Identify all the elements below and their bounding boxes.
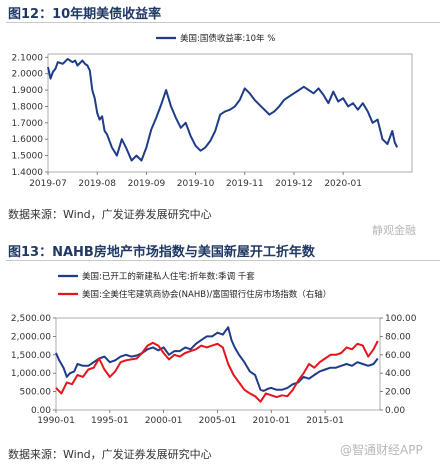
figure-12-source: 数据来源：Wind，广发证券发展研究中心 xyxy=(8,208,212,221)
treasury-yield-line xyxy=(47,57,399,162)
x-tick-label: 2010-01 xyxy=(252,416,290,426)
y-tick-label: 1.9000 xyxy=(12,86,44,96)
nahb-housing-starts-chart: 0.00 500.00 1,000.00 1,500.00 2,000.00 2,500.… xyxy=(11,271,417,426)
legend-label-housing-starts: 美国:已开工的新建私人住宅:折年数:季调 千套 xyxy=(82,271,255,282)
legend-label: 美国:国债收益率:10年 % xyxy=(180,33,275,44)
nahb-index-line xyxy=(55,340,379,403)
x-tick-label: 2000-01 xyxy=(145,416,183,426)
y-tick-label: 2.0000 xyxy=(12,70,44,80)
right-y-tick-label: 80.00 xyxy=(385,332,411,342)
right-y-tick-label: 100.00 xyxy=(385,314,417,324)
x-tick-label: 2019-10 xyxy=(177,179,215,189)
figure-12-title: 图12：10年期美债收益率 xyxy=(8,7,162,22)
left-y-tick-label: 0.00 xyxy=(31,406,51,416)
y-tick-label: 1.4000 xyxy=(12,168,44,178)
x-tick-label: 2020-01 xyxy=(324,179,362,189)
x-tick-label: 2019-11 xyxy=(226,179,264,189)
right-y-tick-label: 20.00 xyxy=(385,388,411,398)
treasury-yield-chart: 1.4000 1.5000 1.6000 1.7000 1.8000 1.9000 2.00… xyxy=(12,33,413,189)
y-tick-label: 1.8000 xyxy=(12,102,44,112)
figure-13-source: 数据来源：Wind，广发证券发展研究中心 xyxy=(8,448,212,461)
figure-12-watermark: 静观金融 xyxy=(372,224,416,237)
x-tick-label: 2019-08 xyxy=(78,179,116,189)
left-y-tick-label: 1,500.00 xyxy=(11,351,51,361)
plot-frame xyxy=(47,53,413,173)
left-y-tick-label: 1,000.00 xyxy=(11,369,51,379)
x-tick-label: 1995-01 xyxy=(91,416,129,426)
right-y-tick-label: 60.00 xyxy=(385,351,411,361)
x-tick-label: 2019-09 xyxy=(128,179,166,189)
right-y-tick-label: 0.00 xyxy=(385,406,405,416)
x-tick-label: 2019-07 xyxy=(29,179,67,189)
figure-13-title-rule xyxy=(6,260,440,261)
x-tick-label: 2019-12 xyxy=(275,179,313,189)
left-y-tick-label: 500.00 xyxy=(20,388,52,398)
plot-frame xyxy=(55,317,381,411)
right-y-tick-label: 40.00 xyxy=(385,369,411,379)
y-tick-label: 1.5000 xyxy=(12,152,44,162)
y-tick-label: 2.1000 xyxy=(12,53,44,63)
legend-label-nahb: 美国:全美住宅建筑商协会(NAHB)/富国银行住房市场指数（右轴） xyxy=(82,289,331,300)
left-y-tick-label: 2,000.00 xyxy=(11,332,51,342)
y-tick-label: 1.6000 xyxy=(12,135,44,145)
figure-13-title: 图13：NAHB房地产市场指数与美国新屋开工折年数 xyxy=(8,245,315,260)
left-y-tick-label: 2,500.00 xyxy=(11,314,51,324)
x-tick-label: 2005-01 xyxy=(199,416,237,426)
y-tick-label: 1.7000 xyxy=(12,119,44,129)
x-tick-label: 2015-01 xyxy=(306,416,344,426)
figure-12-title-rule xyxy=(6,22,440,23)
housing-starts-line xyxy=(55,326,379,392)
x-tick-label: 1990-01 xyxy=(37,416,75,426)
figure-13-watermark: @智通财经APP xyxy=(340,443,423,457)
